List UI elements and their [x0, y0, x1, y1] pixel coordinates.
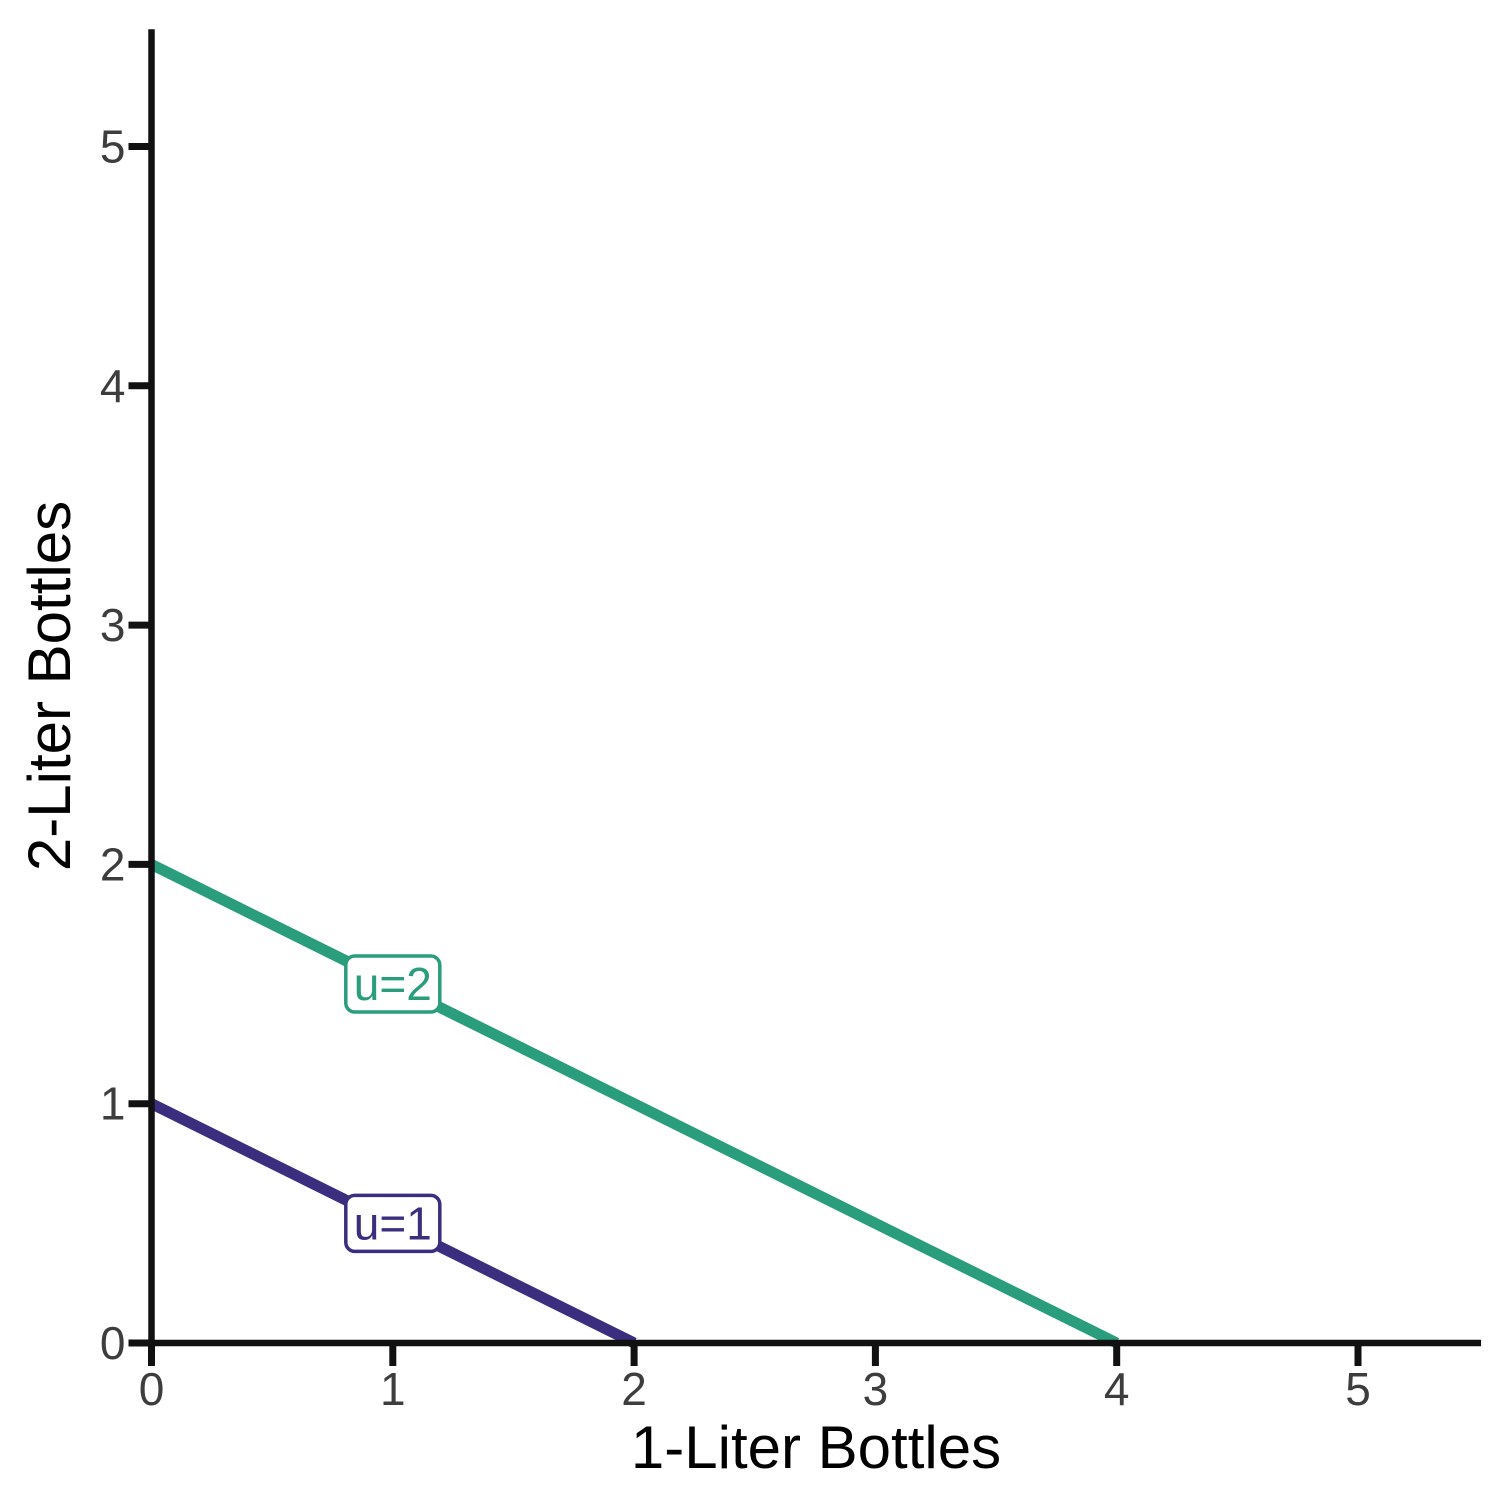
x-tick-label-4: 4 [1104, 1363, 1130, 1415]
y-tick-label-4: 4 [100, 360, 126, 412]
y-tick-label-3: 3 [100, 599, 126, 651]
tick-label-layer: 0 1 2 3 4 5 0 1 2 3 4 5 [100, 121, 1371, 1416]
x-tick-label-2: 2 [621, 1363, 647, 1415]
series-label-box-u=1 [344, 1193, 442, 1254]
y-tick-label-2: 2 [100, 838, 126, 890]
axes-layer [148, 29, 1482, 1347]
x-tick-label-3: 3 [863, 1363, 889, 1415]
series-label-box-u=2 [344, 954, 442, 1014]
series-label-text-u=2: u=2 [354, 958, 432, 1010]
series-layer [149, 859, 1120, 1348]
x-tick-label-1: 1 [380, 1363, 406, 1415]
y-tick-label-1: 1 [100, 1078, 126, 1130]
x-tick-label-0: 0 [139, 1363, 165, 1415]
x-tick-label-5: 5 [1345, 1363, 1371, 1415]
series-line-u=2 [149, 859, 1120, 1348]
y-axis-title: 2-Liter Bottles [16, 501, 83, 871]
x-axis-title: 1-Liter Bottles [631, 1414, 1001, 1481]
series-label-text-u=1: u=1 [354, 1197, 432, 1249]
tick-layer [128, 143, 1362, 1366]
y-tick-label-5: 5 [100, 121, 126, 173]
annotation-layer: u=2 u=1 [344, 954, 442, 1254]
y-tick-label-0: 0 [100, 1317, 126, 1369]
